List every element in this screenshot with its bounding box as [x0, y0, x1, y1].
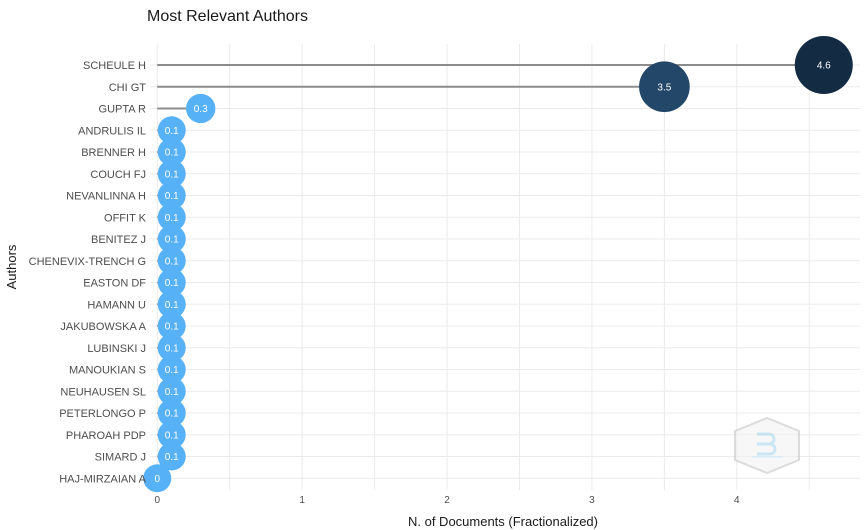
y-tick-label: CHI GT	[109, 82, 147, 94]
y-tick-label: NEUHAUSEN SL	[60, 386, 146, 398]
data-label: 0.1	[165, 213, 179, 224]
x-tick-label: 0	[154, 495, 160, 506]
bubbles: 4.6 3.5 0.3 0.1 0.1 0.1 0.1 0.1 0.1 0.1 0.1 0.1 0.1 0…	[143, 36, 853, 493]
data-label: 0.1	[165, 365, 179, 376]
y-tick-label: COUCH FJ	[90, 169, 146, 181]
y-tick-label: PHAROAH PDP	[66, 430, 146, 442]
data-label: 0.1	[165, 430, 179, 441]
chart-title: Most Relevant Authors	[147, 8, 308, 25]
y-tick-label: HAJ-MIRZAIAN A	[59, 473, 146, 485]
data-label: 3.5	[657, 82, 671, 93]
data-point	[157, 225, 186, 253]
data-point	[157, 420, 186, 449]
data-label: 0.1	[165, 148, 179, 159]
data-label: 0.1	[165, 387, 179, 398]
y-tick-label: HAMANN U	[87, 299, 146, 311]
data-label: 0.1	[165, 169, 179, 180]
data-point	[157, 246, 186, 275]
y-tick-label: SIMARD J	[95, 452, 146, 464]
data-point	[639, 61, 690, 113]
y-axis-ticks: SCHEULE H CHI GT GUPTA R ANDRULIS IL BRENNER…	[29, 60, 147, 485]
data-point	[157, 290, 186, 319]
data-point	[157, 268, 186, 297]
data-point	[157, 159, 186, 188]
data-point	[794, 36, 853, 94]
x-axis-ticks: 0 1 2 3 4	[154, 495, 740, 506]
data-label: 0.1	[165, 278, 179, 289]
y-tick-label: JAKUBOWSKA A	[60, 321, 146, 333]
y-tick-label: NEVANLINNA H	[66, 191, 146, 203]
y-tick-label: EASTON DF	[83, 278, 146, 290]
data-label: 0.1	[165, 452, 179, 463]
x-tick-label: 1	[299, 495, 305, 506]
y-tick-label: BRENNER H	[81, 147, 146, 159]
data-label: 0.1	[165, 191, 179, 202]
data-point	[157, 138, 186, 166]
y-tick-label: BENITEZ J	[91, 234, 146, 246]
data-point	[143, 464, 172, 493]
data-label: 0.1	[165, 256, 179, 267]
data-point	[157, 399, 186, 427]
data-label: 0.1	[165, 300, 179, 311]
watermark-logo	[734, 416, 800, 475]
data-label: 0.1	[165, 409, 179, 420]
x-tick-label: 3	[589, 495, 595, 506]
data-label: 4.6	[817, 61, 831, 72]
y-tick-label: SCHEULE H	[83, 60, 146, 72]
y-tick-label: PETERLONGO P	[59, 408, 146, 420]
x-axis-label: N. of Documents (Fractionalized)	[408, 514, 598, 529]
data-point	[157, 333, 186, 362]
data-point	[157, 377, 186, 406]
data-label: 0	[154, 474, 160, 485]
data-label: 0.3	[194, 104, 208, 115]
data-point	[157, 116, 186, 145]
data-label: 0.1	[165, 235, 179, 246]
data-label: 0.1	[165, 322, 179, 333]
y-tick-label: CHENEVIX-TRENCH G	[29, 256, 146, 268]
y-tick-label: OFFIT K	[104, 212, 147, 224]
data-point	[157, 312, 186, 340]
y-axis-label: Authors	[4, 244, 19, 289]
y-tick-label: GUPTA R	[99, 104, 147, 116]
data-label: 0.1	[165, 343, 179, 354]
data-point	[157, 442, 186, 471]
x-tick-label: 4	[734, 495, 740, 506]
data-point	[157, 355, 186, 384]
x-tick-label: 2	[444, 495, 450, 506]
y-tick-label: ANDRULIS IL	[78, 125, 146, 137]
data-point	[157, 203, 186, 232]
data-point	[186, 93, 216, 124]
y-tick-label: LUBINSKI J	[87, 343, 146, 355]
y-tick-label: MANOUKIAN S	[69, 365, 146, 377]
data-label: 0.1	[165, 126, 179, 137]
data-point	[157, 181, 186, 210]
